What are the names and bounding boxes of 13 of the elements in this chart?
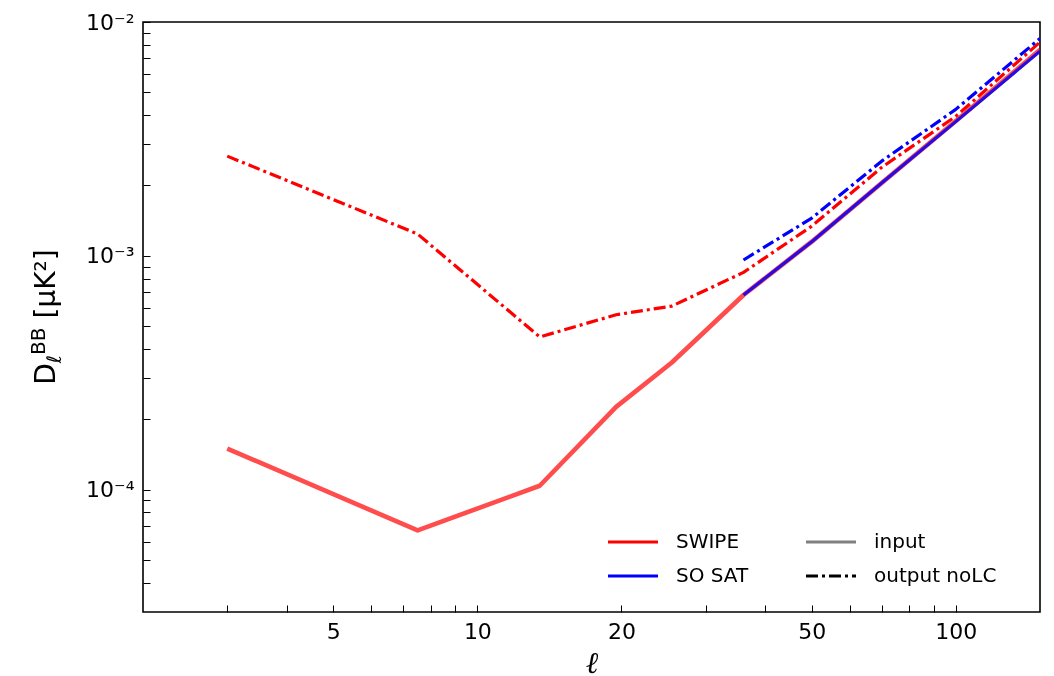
x-axis-title: ℓ (585, 644, 599, 676)
x-tick-label: 20 (607, 618, 636, 644)
annotation: output noLC (874, 563, 997, 587)
legend-label: SWIPE (676, 529, 740, 553)
annotation: input (874, 529, 926, 553)
x-tick-label: 10 (463, 618, 492, 644)
y-tick-label: 10⁻² (86, 9, 135, 35)
y-tick-label: 10⁻³ (86, 243, 135, 269)
x-tick-label: 100 (935, 618, 978, 644)
x-tick-label: 5 (326, 618, 341, 644)
y-tick-label: 10⁻⁴ (86, 477, 135, 503)
legend-label: SO SAT (676, 563, 749, 587)
x-tick-label: 50 (798, 618, 827, 644)
